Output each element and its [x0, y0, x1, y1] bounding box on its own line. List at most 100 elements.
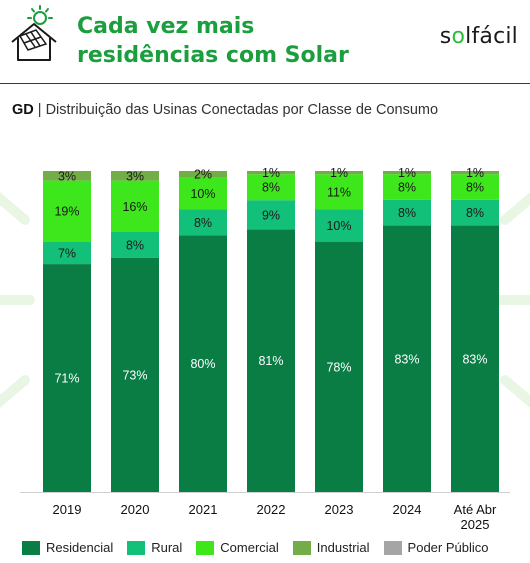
bar-industrial-2022 — [247, 171, 295, 175]
bar-rural-2021 — [179, 209, 227, 236]
bar-stack-2023: 78% 10% 11% 1% — [315, 166, 363, 492]
bar-industrial-2024 — [383, 171, 431, 175]
data-label-rural-ate-abr-2025: 8% — [466, 206, 484, 220]
bar-residencial-2024 — [383, 225, 431, 492]
brand-suffix: lfácil — [465, 24, 518, 49]
legend-swatch-industrial — [292, 540, 311, 555]
sun-ray-decoration-left — [0, 191, 35, 409]
data-label-residencial-2019: 71% — [54, 372, 79, 386]
bar-industrial-2023 — [315, 171, 363, 175]
data-label-rural-2019: 7% — [58, 246, 76, 260]
data-label-comercial-2024: 8% — [398, 181, 416, 195]
data-label-rural-2022: 9% — [262, 208, 280, 222]
legend-swatch-poder-publico — [383, 540, 402, 555]
data-label-residencial-2021: 80% — [190, 357, 215, 371]
bar-comercial-2020 — [111, 180, 159, 232]
data-label-comercial-2019: 19% — [54, 205, 79, 219]
stacked-bar-chart: 71% 7% 19% 3% 2019 73% 8% 16% 3% 2020 80% 8% 10% 2% 20… — [20, 166, 510, 532]
legend-label-comercial: Comercial — [220, 540, 279, 555]
subtitle-separator: | — [33, 102, 46, 118]
bar-industrial-2020 — [111, 171, 159, 181]
x-tick-label-2023: 2023 — [325, 502, 354, 517]
data-label-industrial-2024: 1% — [398, 166, 416, 180]
legend-item-industrial: Industrial — [292, 540, 370, 555]
bar-residencial-2021 — [179, 235, 227, 492]
x-tick-label-ate-abr-2025: Até Abr 2025 — [454, 502, 497, 532]
data-label-industrial-2019: 3% — [58, 169, 76, 183]
x-tick-label-2019: 2019 — [53, 502, 82, 517]
legend-item-residencial: Residencial — [22, 540, 113, 555]
data-label-rural-2024: 8% — [398, 206, 416, 220]
data-label-comercial-2021: 10% — [190, 187, 215, 201]
bar-stack-2022: 81% 9% 8%1% — [247, 166, 295, 492]
legend-item-comercial: Comercial — [196, 540, 279, 555]
page-title: Cada vez mais residências com Solar — [77, 12, 377, 70]
bar-rural-2022 — [247, 200, 295, 230]
brand-prefix: s — [439, 24, 452, 49]
bar-industrial-ate-abr-2025 — [451, 171, 499, 175]
bar-residencial-ate-abr-2025 — [451, 225, 499, 492]
data-label-comercial-2020: 16% — [122, 200, 147, 214]
bar-residencial-2019 — [43, 264, 91, 492]
bar-rural-2023 — [315, 209, 363, 242]
bar-stack-2024: 83%8%8%1% — [383, 166, 431, 492]
bar-comercial-2022 — [247, 174, 295, 201]
bar-industrial-2021 — [179, 171, 227, 178]
subtitle-prefix: GD — [12, 102, 34, 118]
brand-logo: solfácil — [440, 24, 518, 49]
legend-label-rural: Rural — [151, 540, 183, 555]
bar-comercial-2019 — [43, 180, 91, 242]
bar-residencial-2023 — [315, 241, 363, 492]
legend-label-residencial: Residencial — [46, 540, 114, 555]
legend-label-industrial: Industrial — [316, 540, 370, 555]
x-tick-label-2022: 2022 — [257, 502, 286, 517]
data-label-rural-2023: 10% — [326, 219, 351, 233]
data-label-rural-2021: 8% — [194, 216, 212, 230]
data-label-comercial-2022: 8% — [262, 181, 280, 195]
x-tick-label-2024: 2024 — [393, 502, 422, 517]
data-label-industrial-2020: 3% — [126, 169, 144, 183]
legend-item-rural: Rural — [127, 540, 182, 555]
bar-comercial-ate-abr-2025 — [451, 174, 499, 200]
brand-o: o — [451, 24, 466, 49]
bar-residencial-2022 — [247, 229, 295, 492]
solar-house-icon — [11, 5, 57, 61]
chart-legend: Residencial Rural Comercial Industrial Poder… — [22, 540, 489, 555]
title-line-1: Cada vez mais — [77, 14, 255, 39]
legend-swatch-rural — [127, 540, 146, 555]
title-line-2: residências com Solar — [77, 43, 349, 68]
data-label-rural-2020: 8% — [126, 238, 144, 252]
legend-swatch-residencial — [22, 540, 40, 555]
data-label-residencial-2023: 78% — [326, 360, 351, 374]
bar-comercial-2024 — [383, 174, 431, 200]
bar-stack-2019: 71% 7% 19% 3% — [43, 169, 91, 492]
legend-swatch-comercial — [196, 540, 215, 555]
data-label-comercial-2023: 11% — [327, 185, 351, 199]
bar-rural-2024 — [383, 199, 431, 226]
x-tick-label-2021: 2021 — [189, 502, 218, 517]
data-label-industrial-2022: 1% — [262, 166, 280, 180]
legend-item-poder-publico: Poder Público — [383, 540, 489, 555]
bar-rural-ate-abr-2025 — [451, 199, 499, 226]
header: Cada vez mais residências com Solar solf… — [0, 0, 530, 84]
bar-residencial-2020 — [111, 257, 159, 492]
data-label-residencial-2022: 81% — [258, 354, 283, 368]
data-label-industrial-ate-abr-2025: 1% — [466, 166, 484, 180]
legend-label-poder-publico: Poder Público — [407, 540, 489, 555]
subtitle-text: Distribuição das Usinas Conectadas por C… — [45, 102, 439, 118]
bar-industrial-2019 — [43, 171, 91, 181]
x-tick-label-2020: 2020 — [121, 502, 150, 517]
data-label-industrial-2023: 1% — [330, 166, 348, 180]
header-divider — [0, 83, 530, 84]
bar-stack-ate-abr-2025: 83%8%8%1% — [451, 166, 499, 492]
data-label-residencial-ate-abr-2025: 83% — [462, 352, 487, 366]
chart-subtitle: GD | Distribuição das Usinas Conectadas … — [12, 102, 438, 118]
bar-comercial-2021 — [179, 177, 227, 210]
data-label-comercial-ate-abr-2025: 8% — [466, 181, 484, 195]
data-label-residencial-2024: 83% — [394, 352, 419, 366]
sun-ray-decoration-right — [495, 191, 530, 409]
bar-stack-2020: 73% 8% 16% 3% — [111, 169, 159, 492]
bar-rural-2020 — [111, 231, 159, 258]
data-label-industrial-2021: 2% — [194, 168, 212, 182]
bar-rural-2019 — [43, 241, 91, 265]
